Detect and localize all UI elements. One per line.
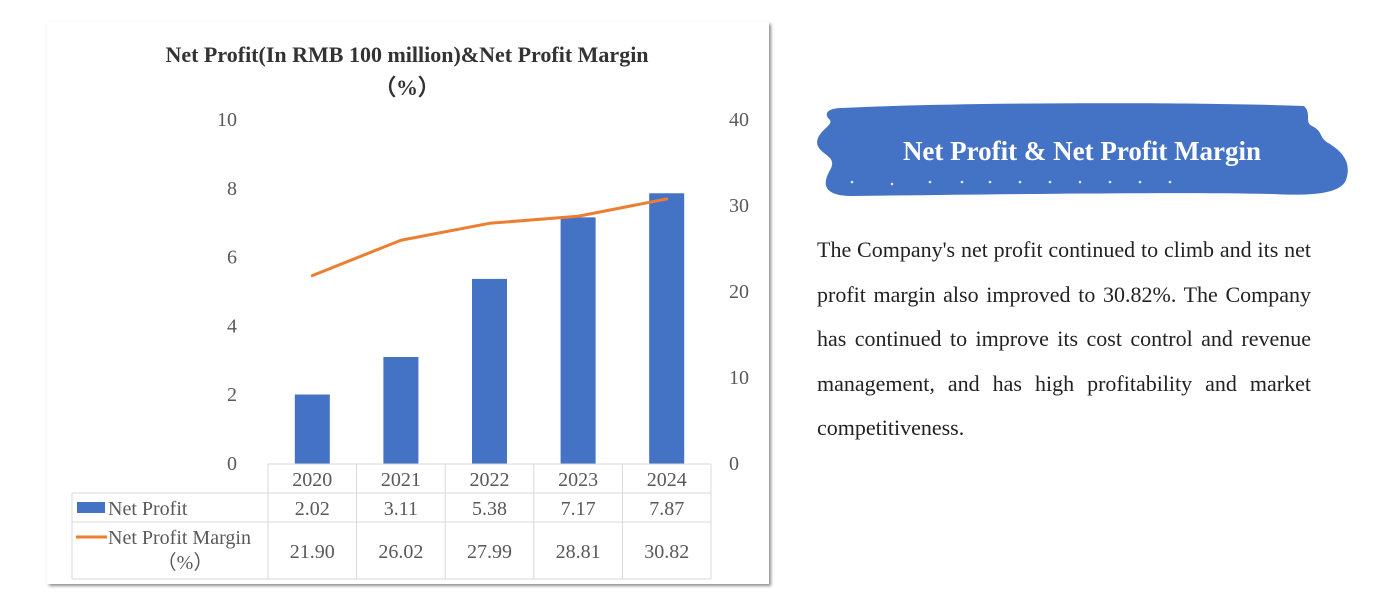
- x-category-label: 2023: [558, 469, 598, 491]
- y-right-tick-label: 10: [729, 367, 749, 389]
- chart-svg: 0 2 4 6 8 10 0 10 20 30 40 2020 2021 2022 2023 2024 Net …: [71, 109, 749, 580]
- banner-shape: [817, 103, 1348, 196]
- x-category-label: 2022: [470, 469, 510, 491]
- table-cell: 5.38: [472, 498, 507, 520]
- x-category-label: 2024: [647, 469, 687, 491]
- bar-net-profit: [383, 357, 419, 464]
- banner-title: Net Profit & Net Profit Margin: [902, 136, 1262, 166]
- table-row-label: Net Profit Margin: [108, 527, 251, 549]
- table-cell: 21.90: [290, 541, 335, 563]
- y-right-tick-label: 40: [729, 109, 749, 131]
- description-text: The Company's net profit continued to cl…: [817, 237, 1311, 440]
- table-cell: 2.02: [295, 498, 330, 520]
- bar-net-profit: [472, 278, 507, 464]
- bar-net-profit: [649, 193, 685, 464]
- y-left-tick-label: 4: [227, 315, 237, 337]
- table-cell: 28.81: [556, 541, 601, 563]
- table-cell: 3.11: [384, 498, 418, 520]
- chart-panel: 0 2 4 6 8 10 0 10 20 30 40 2020 2021 2022 2023 2024 Net …: [47, 22, 769, 584]
- line-net-profit-margin: [310, 197, 669, 278]
- y-left-tick-label: 2: [227, 384, 237, 406]
- legend-net-profit-swatch: [77, 502, 105, 513]
- table-cell: 27.99: [467, 541, 512, 563]
- y-left-tick-label: 0: [227, 453, 237, 475]
- table-cell: 7.87: [649, 498, 684, 520]
- y-left-tick-label: 6: [227, 247, 237, 269]
- y-right-tick-label: 0: [729, 453, 739, 475]
- y-left-tick-label: 10: [217, 109, 237, 131]
- chart-title-unit: （%）: [373, 75, 440, 100]
- bar-net-profit: [294, 394, 330, 464]
- y-right-tick-label: 20: [729, 281, 749, 303]
- x-category-label: 2021: [381, 469, 421, 491]
- chart-title: Net Profit(In RMB 100 million)&Net Profi…: [165, 42, 649, 67]
- section-banner: Net Profit & Net Profit Margin: [812, 100, 1352, 202]
- table-cell: 30.82: [644, 541, 689, 563]
- table-cell: 7.17: [561, 498, 596, 520]
- table-row-label-unit: （%）: [157, 551, 214, 574]
- bar-net-profit: [560, 217, 596, 464]
- x-category-label: 2020: [292, 469, 332, 491]
- table-cell: 26.02: [378, 541, 423, 563]
- y-left-tick-label: 8: [227, 178, 237, 200]
- table-row-label: Net Profit: [108, 498, 188, 520]
- y-right-tick-label: 30: [729, 195, 749, 217]
